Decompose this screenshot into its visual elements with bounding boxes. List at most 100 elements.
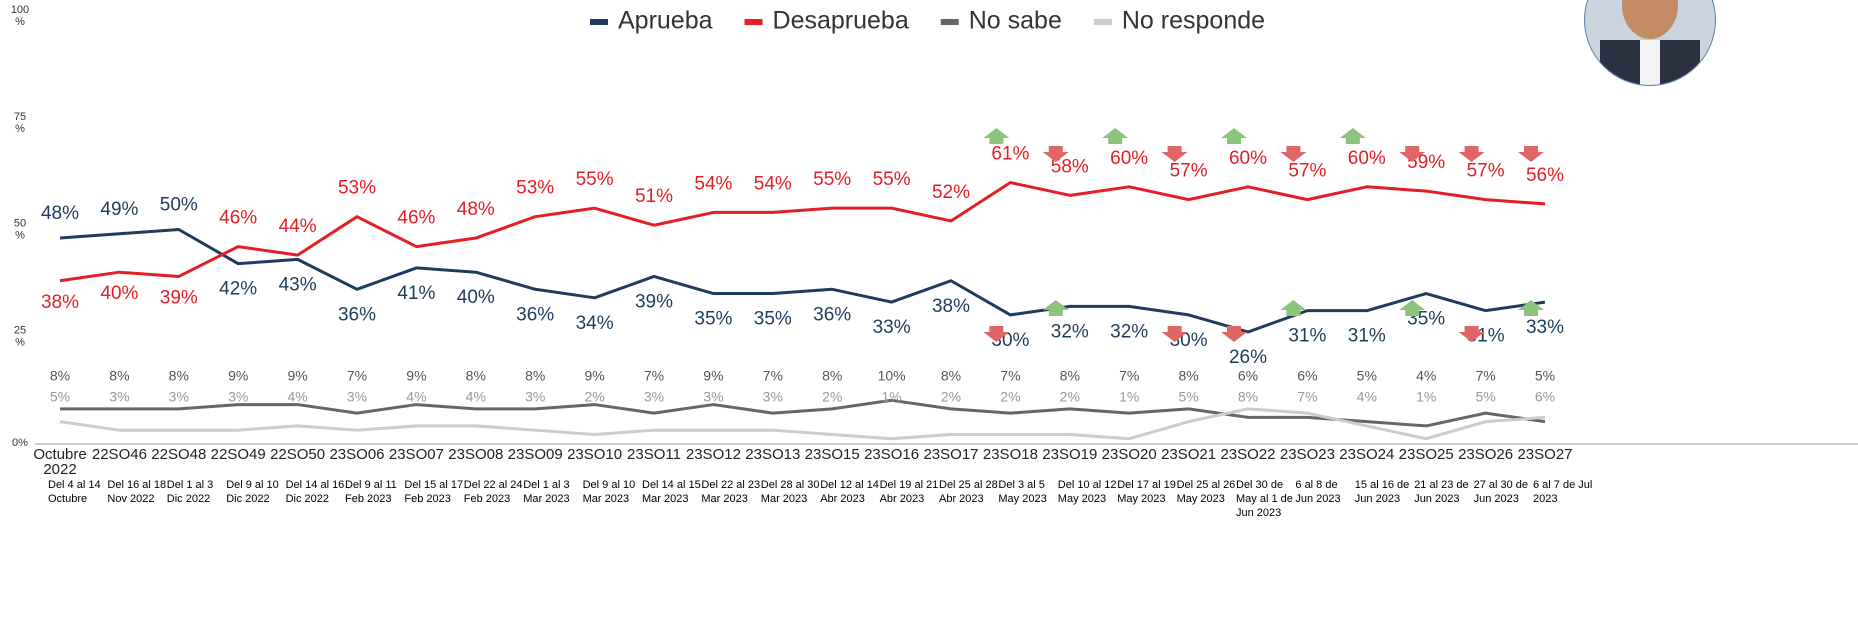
data-label: 3%: [644, 389, 664, 405]
series-line: [60, 398, 1546, 428]
y-tick-label: 50%: [14, 217, 26, 241]
date-label: Del 25 al 28 Abr 2023: [939, 479, 998, 505]
arrow-down: [983, 326, 1010, 342]
data-label: 40%: [100, 283, 138, 304]
date-label: Del 30 de May al 1 de Jun 2023: [1236, 479, 1293, 519]
data-label: 58%: [1051, 156, 1089, 177]
data-label: 7%: [1119, 368, 1139, 384]
data-label: 7%: [1475, 368, 1495, 384]
data-label: 38%: [41, 292, 79, 313]
data-label: 60%: [1348, 148, 1386, 169]
data-label: 35%: [694, 309, 732, 330]
data-label: 4%: [466, 389, 486, 405]
x-tick-label: 23SO25: [1399, 446, 1454, 463]
data-label: 55%: [873, 169, 911, 190]
data-label: 2%: [941, 389, 961, 405]
data-label: 36%: [813, 304, 851, 325]
date-label: Del 4 al 14 Octubre: [48, 479, 101, 505]
data-label: 52%: [932, 182, 970, 203]
legend-swatch: [1093, 19, 1112, 25]
data-label: 4%: [1416, 368, 1436, 384]
arrow-up: [1102, 128, 1129, 144]
arrow-up: [1221, 128, 1247, 144]
data-label: 55%: [576, 169, 614, 190]
x-tick-label: 23SO27: [1517, 446, 1572, 463]
legend-swatch: [744, 19, 763, 25]
date-label: Del 12 al 14 Abr 2023: [820, 479, 879, 505]
arrow-up: [1042, 300, 1069, 316]
date-label: 21 al 23 de Jun 2023: [1414, 479, 1469, 505]
data-label: 34%: [576, 313, 614, 334]
y-tick-label: 100%: [11, 4, 29, 28]
x-tick-label: 22SO46: [92, 446, 147, 463]
arrow-down: [1458, 146, 1485, 162]
data-label: 6%: [1297, 368, 1317, 384]
x-tick-label: 23SO19: [1042, 446, 1097, 463]
data-label: 60%: [1110, 148, 1148, 169]
y-tick-label: 75%: [14, 111, 26, 135]
legend-label: No sabe: [969, 7, 1062, 35]
x-tick-label: 23SO12: [686, 446, 741, 463]
legend-label: Desaprueba: [773, 7, 909, 35]
legend-swatch: [940, 19, 959, 25]
date-label: Del 14 al 15 Mar 2023: [642, 479, 701, 505]
data-label: 57%: [1467, 161, 1505, 182]
date-label: Del 3 al 5 May 2023: [998, 479, 1047, 505]
data-label: 53%: [338, 178, 376, 199]
series-line: [59, 407, 1546, 441]
date-label: Del 1 al 3 Dic 2022: [166, 479, 214, 505]
x-tick-label: 23SO13: [745, 446, 800, 463]
data-label: 3%: [109, 389, 129, 405]
x-tick-label: 23SO16: [864, 446, 919, 463]
data-label: 2%: [584, 389, 604, 405]
legend-swatch: [590, 19, 608, 25]
arrow-down: [1399, 146, 1426, 162]
data-label: 40%: [457, 287, 495, 308]
date-label: Del 10 al 12 May 2023: [1057, 479, 1117, 505]
x-tick-label: 22SO49: [211, 446, 266, 463]
data-label: 2%: [822, 389, 842, 405]
data-label: 2%: [1000, 389, 1020, 405]
data-label: 4%: [287, 389, 307, 405]
data-label: 60%: [1229, 148, 1267, 169]
data-label: 44%: [279, 216, 317, 237]
data-label: 7%: [1297, 389, 1317, 405]
date-label: 15 al 16 de Jun 2023: [1354, 479, 1410, 505]
arrow-up: [1339, 128, 1366, 144]
data-label: 49%: [100, 199, 138, 220]
data-label: 53%: [516, 178, 554, 199]
data-label: 54%: [694, 173, 732, 194]
x-tick-label: 23SO07: [389, 446, 444, 463]
data-label: 3%: [228, 389, 248, 405]
arrow-down: [1161, 326, 1188, 342]
x-tick-label: 23SO24: [1339, 446, 1394, 463]
date-label: Del 16 al 18 Nov 2022: [107, 479, 167, 505]
data-label: 10%: [878, 368, 906, 384]
data-label: 2%: [1060, 389, 1080, 405]
data-label: 1%: [1119, 389, 1139, 405]
data-label: 4%: [1357, 389, 1377, 405]
data-label: 3%: [703, 389, 723, 405]
data-label: 3%: [169, 389, 189, 405]
date-label: 6 al 7 de Jul 2023: [1533, 479, 1593, 505]
data-label: 57%: [1170, 161, 1208, 182]
data-label: 8%: [109, 368, 129, 384]
date-label: Del 25 al 26 May 2023: [1176, 479, 1236, 505]
date-label: Del 1 al 3 Mar 2023: [523, 479, 570, 505]
arrow-down: [1518, 146, 1544, 162]
data-label: 8%: [525, 368, 545, 384]
data-label: 7%: [763, 368, 783, 384]
data-label: 31%: [1288, 326, 1326, 347]
data-label: 35%: [754, 309, 792, 330]
data-label: 55%: [813, 169, 851, 190]
data-label: 8%: [466, 368, 486, 384]
data-label: 46%: [219, 208, 257, 229]
x-tick-label: 23SO23: [1280, 446, 1335, 463]
arrow-up: [1399, 300, 1426, 316]
data-label: 5%: [1475, 389, 1495, 405]
data-label: 7%: [347, 368, 367, 384]
x-tick-label: 23SO20: [1102, 446, 1157, 463]
date-label: Del 9 al 11 Feb 2023: [345, 479, 397, 505]
data-label: 8%: [1060, 368, 1080, 384]
